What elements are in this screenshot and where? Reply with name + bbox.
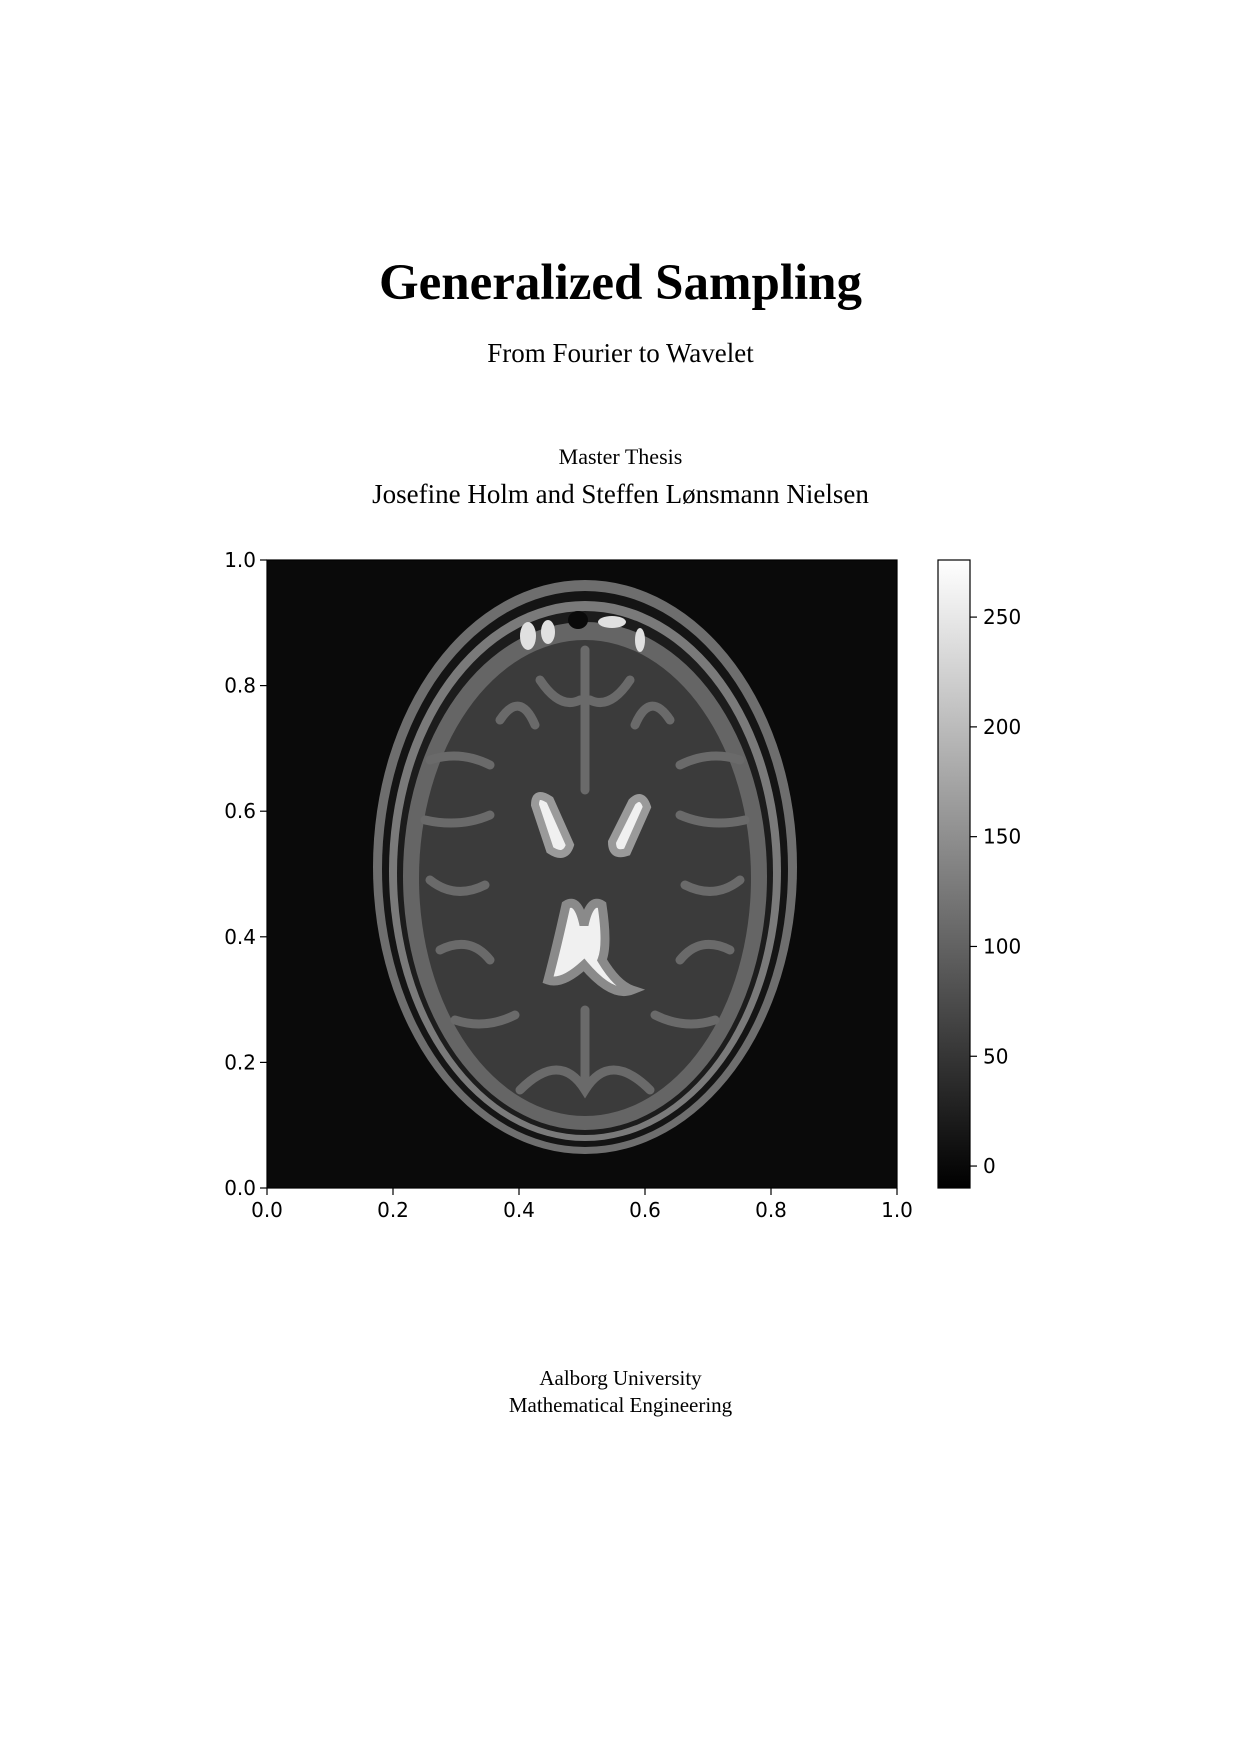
y-tick-label: 0.8 xyxy=(224,674,256,698)
y-axis-ticks: 0.0 0.2 0.4 0.6 0.8 1.0 xyxy=(224,548,267,1200)
x-tick-label: 0.2 xyxy=(377,1198,409,1222)
y-tick-label: 0.2 xyxy=(224,1050,256,1074)
colorbar: 0 50 100 150 200 250 xyxy=(937,559,1021,1189)
image-axes xyxy=(266,559,898,1189)
x-axis-ticks: 0.0 0.2 0.4 0.6 0.8 1.0 xyxy=(251,1188,913,1222)
colorbar-tick-label: 150 xyxy=(983,825,1021,849)
thesis-title: Generalized Sampling xyxy=(378,255,863,311)
colorbar-tick-label: 0 xyxy=(983,1154,996,1178)
university: Aalborg University xyxy=(539,1366,702,1390)
thesis-subtitle: From Fourier to Wavelet xyxy=(487,338,754,368)
x-tick-label: 0.8 xyxy=(755,1198,787,1222)
y-tick-label: 0.4 xyxy=(224,925,256,949)
y-tick-label: 0.6 xyxy=(224,799,256,823)
x-tick-label: 0.0 xyxy=(251,1198,283,1222)
y-tick-label: 0.0 xyxy=(224,1176,256,1200)
x-tick-label: 1.0 xyxy=(881,1198,913,1222)
authors: Josefine Holm and Steffen Lønsmann Niels… xyxy=(372,479,869,509)
document-type: Master Thesis xyxy=(558,444,683,469)
x-tick-label: 0.4 xyxy=(503,1198,535,1222)
department: Mathematical Engineering xyxy=(508,1393,733,1417)
y-tick-label: 1.0 xyxy=(224,548,256,572)
colorbar-tick-label: 100 xyxy=(983,934,1021,958)
colorbar-tick-label: 200 xyxy=(983,715,1021,739)
colorbar-tick-label: 250 xyxy=(983,605,1021,629)
x-tick-label: 0.6 xyxy=(629,1198,661,1222)
brain-image xyxy=(373,580,797,1154)
colorbar-tick-label: 50 xyxy=(983,1044,1008,1068)
